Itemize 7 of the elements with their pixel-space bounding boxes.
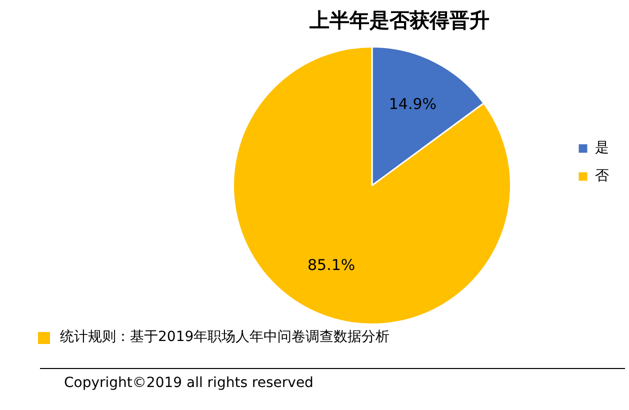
text: 统计规则：基于2019年职场人年中问卷调查数据分析: [60, 328, 390, 346]
chart-title: 上半年是否获得晋升: [308, 8, 490, 32]
text: Copyright©2019 all rights reserved: [64, 375, 314, 391]
legend-label: 否: [595, 168, 609, 184]
data-label: 14.9%: [388, 94, 437, 113]
legend-label: 是: [595, 140, 609, 156]
data-label: 85.1%: [307, 256, 356, 274]
